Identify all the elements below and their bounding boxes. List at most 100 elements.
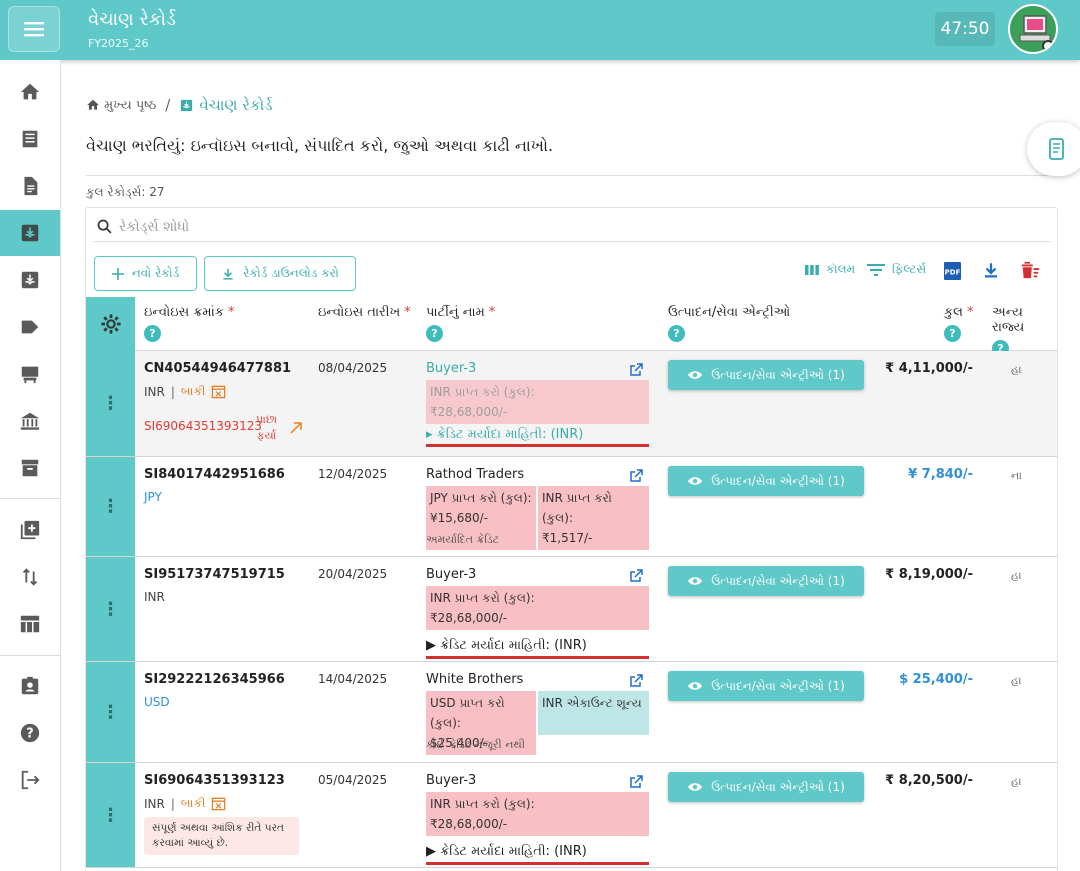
help-icon[interactable]: ? [426, 325, 443, 342]
table-row[interactable]: ⋮ SI29222126345966 USD 14/04/2025 White … [86, 662, 1057, 763]
table-row[interactable]: ⋮ SI69064351393123 INR | બાકી સંપૂર્ણ અથ… [86, 763, 1057, 868]
credit-limit-toggle[interactable]: ▶ ક્રેડિટ મર્યાદા માહિતી: (INR) [426, 638, 587, 653]
pdf-icon: PDF [944, 262, 961, 280]
party-name[interactable]: White Brothers [426, 672, 524, 687]
invoice-number: CN40544946477881 [144, 361, 292, 376]
sidebar-item-home[interactable] [0, 69, 60, 115]
download-records-label: રેકોર્ડ ડાઉનલોડ કરો [243, 266, 339, 280]
column-header-label: કુલ [944, 305, 964, 320]
hamburger-menu-icon [24, 22, 44, 37]
sidebar-item-sort[interactable] [0, 554, 60, 600]
open-in-new-icon[interactable] [629, 469, 643, 483]
product-entries-label: ઉત્પાદન/સેવા એન્ટ્રીઓ (1) [711, 367, 845, 382]
credit-limit-toggle[interactable]: ▶ ક્રેડિટ મર્યાદા માહિતી: (INR) [426, 844, 587, 859]
currency-status: INR | બાકી [144, 384, 226, 399]
sidebar-divider [0, 498, 60, 499]
party-name[interactable]: Buyer-3 [426, 567, 477, 582]
product-entries-button[interactable]: ઉત્પાદન/સેવા એન્ટ્રીઓ (1) [668, 566, 864, 596]
columns-button[interactable]: કૉલમ [804, 262, 855, 277]
breadcrumb-home-link[interactable]: મુખ્ય પૃષ્ઠ [104, 97, 157, 113]
side-action-button[interactable] [1027, 122, 1080, 176]
new-record-label: નવો રેકોર્ડ [131, 266, 180, 280]
currency-code: INR [144, 590, 165, 604]
table-row[interactable]: ⋮ SI84017442951686 JPY 12/04/2025 Rathod… [86, 457, 1057, 557]
product-entries-button[interactable]: ઉત્પાદન/સેવા એન્ટ્રીઓ (1) [668, 671, 864, 701]
receivable-pill: INR પ્રાપ્ત કરો (કુલ): ₹1,517/- [538, 486, 649, 550]
column-header-total[interactable]: કુલ * ? [944, 305, 974, 342]
receivable-pills: INR પ્રાપ્ત કરો (કુલ): ₹28,68,000/- [426, 586, 649, 630]
column-header-invoice-date[interactable]: ઇન્વોઇસ તારીખ * [318, 305, 411, 320]
party-name[interactable]: Rathod Traders [426, 467, 525, 482]
sidebar-item-store[interactable] [0, 351, 60, 397]
open-in-new-icon[interactable] [629, 569, 643, 583]
sidebar-item-inbox[interactable] [0, 257, 60, 303]
row-menu-button[interactable]: ⋮ [86, 763, 135, 867]
eye-icon [688, 682, 703, 690]
row-menu-button[interactable]: ⋮ [86, 557, 135, 661]
new-record-button[interactable]: નવો રેકોર્ડ [94, 256, 197, 291]
pill-label: INR એકાઉન્ટ શૂન્ય [542, 696, 642, 710]
pill-amount: ₹28,68,000/- [430, 405, 508, 419]
table-row[interactable]: ⋮ SI95173747519715 INR 20/04/2025 Buyer-… [86, 557, 1057, 662]
help-icon: ? [20, 723, 40, 743]
page-description: વેચાણ ભરતિયું: ઇન્વૉઇસ બનાવો, સંપાદિત કર… [86, 136, 554, 155]
sidebar-item-list[interactable] [0, 116, 60, 162]
help-icon[interactable]: ? [944, 325, 961, 342]
document-icon [24, 176, 38, 196]
download-button[interactable] [982, 260, 1000, 280]
account-zero-pill: INR એકાઉન્ટ શૂન્ય [538, 691, 649, 735]
row-menu-button[interactable]: ⋮ [86, 351, 135, 456]
receivable-pill: INR પ્રાપ્ત કરો (કુલ): ₹28,68,000/- [426, 380, 649, 424]
column-header-products[interactable]: ઉત્પાદન/સેવા એન્ટ્રીઓ ? [668, 305, 790, 342]
other-state-value: હા [1011, 569, 1022, 582]
svg-text:?: ? [26, 727, 33, 742]
sidebar-item-bank[interactable] [0, 398, 60, 444]
receivable-pill: INR પ્રાપ્ત કરો (કુલ): ₹28,68,000/- [426, 792, 649, 836]
credit-note: કોઈ ક્રેડિટ મંજૂરી નથી [426, 738, 525, 751]
menu-button[interactable] [8, 6, 60, 52]
arrow-up-right-icon[interactable] [289, 421, 303, 435]
help-icon[interactable]: ? [144, 325, 161, 342]
row-menu-button[interactable]: ⋮ [86, 457, 135, 556]
party-name[interactable]: Buyer-3 [426, 361, 477, 376]
sidebar-item-logout[interactable] [0, 757, 60, 803]
other-state-value: હા [1011, 674, 1022, 687]
export-pdf-button[interactable]: PDF [942, 260, 962, 282]
sidebar-item-table[interactable] [0, 601, 60, 647]
filters-button[interactable]: ફિલ્ટર્સ [866, 262, 926, 277]
column-header-other-state[interactable]: અન્ય રાજ્ય ? [992, 305, 1057, 357]
row-menu-button[interactable]: ⋮ [86, 662, 135, 762]
app-title: વેચાણ રેકોર્ડ [88, 9, 176, 30]
sidebar-item-document[interactable] [0, 163, 60, 209]
user-avatar[interactable] [1008, 4, 1058, 54]
open-in-new-icon[interactable] [629, 363, 643, 377]
bank-icon [20, 412, 40, 430]
download-records-button[interactable]: રેકોર્ડ ડાઉનલોડ કરો [204, 256, 356, 291]
column-header-party-name[interactable]: પાર્ટીનું નામ * ? [426, 305, 495, 342]
sidebar-item-archive[interactable] [0, 445, 60, 491]
due-status: બાકી [180, 796, 206, 810]
search-input[interactable] [119, 218, 519, 235]
sidebar-item-add[interactable] [0, 507, 60, 553]
credit-limit-toggle[interactable]: ▸ ક્રેડિટ મર્યાદા માહિતી: (INR) [426, 427, 584, 442]
sidebar-item-help[interactable]: ? [0, 710, 60, 756]
open-in-new-icon[interactable] [629, 775, 643, 789]
returned-invoice-link[interactable]: SI69064351393123 [144, 419, 263, 433]
pill-amount: ₹1,517/- [542, 531, 593, 545]
delete-all-button[interactable] [1019, 260, 1041, 280]
invoice-number: SI95173747519715 [144, 567, 285, 582]
product-entries-button[interactable]: ઉત્પાદન/સેવા એન્ટ્રીઓ (1) [668, 360, 864, 390]
table-row[interactable]: ⋮ CN40544946477881 INR | બાકી SI69064351… [86, 351, 1057, 457]
sidebar-item-sales[interactable] [0, 210, 60, 256]
table-settings-button[interactable] [86, 297, 135, 351]
sidebar-item-label[interactable] [0, 304, 60, 350]
column-header-invoice-no[interactable]: ઇન્વોઇસ ક્રમાંક * ? [144, 305, 234, 342]
product-entries-button[interactable]: ઉત્પાદન/સેવા એન્ટ્રીઓ (1) [668, 466, 864, 496]
invoice-number: SI29222126345966 [144, 672, 285, 687]
currency-code: INR [144, 796, 165, 811]
help-icon[interactable]: ? [668, 325, 685, 342]
product-entries-button[interactable]: ઉત્પાદન/સેવા એન્ટ્રીઓ (1) [668, 772, 864, 802]
sidebar-item-badge[interactable] [0, 663, 60, 709]
open-in-new-icon[interactable] [629, 674, 643, 688]
party-name[interactable]: Buyer-3 [426, 773, 477, 788]
